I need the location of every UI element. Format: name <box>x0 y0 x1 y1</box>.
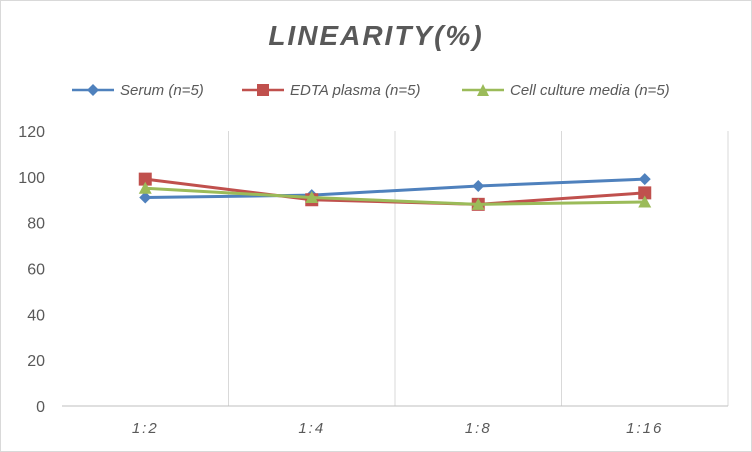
chart-legend: Serum (n=5) EDTA plasma (n=5) Cell cultu… <box>0 78 752 102</box>
data-point-marker <box>138 181 152 194</box>
y-tick-label: 100 <box>18 170 45 187</box>
series-line-0 <box>145 177 645 199</box>
y-tick-label: 0 <box>36 399 45 416</box>
data-point-marker <box>138 172 152 186</box>
x-tick-label: 1:16 <box>626 420 663 437</box>
y-tick-label: 40 <box>27 307 45 324</box>
x-tick-label: 1:2 <box>132 420 159 437</box>
x-tick-label: 1:4 <box>298 420 325 437</box>
data-point-marker <box>638 186 652 200</box>
series-line-2 <box>145 186 645 206</box>
legend-label-cell-culture-media: Cell culture media (n=5) <box>510 81 670 99</box>
legend-item-cell-culture-media: Cell culture media (n=5) <box>462 78 670 102</box>
y-tick-label: 20 <box>27 353 45 370</box>
data-point-marker <box>638 173 651 186</box>
data-point-marker <box>139 191 152 204</box>
y-tick-label: 120 <box>18 124 45 141</box>
data-point-marker <box>305 190 319 203</box>
legend-item-edta-plasma: EDTA plasma (n=5) <box>242 78 420 102</box>
data-point-marker <box>472 180 485 192</box>
y-tick-label: 60 <box>27 262 45 279</box>
legend-swatch-edta-plasma <box>242 84 284 96</box>
chart-title: LINEARITY(%) <box>268 20 484 51</box>
legend-swatch-cell-culture-media <box>462 84 504 96</box>
y-tick-label: 80 <box>27 216 45 233</box>
legend-label-serum: Serum (n=5) <box>120 81 204 99</box>
data-point-marker <box>638 195 652 208</box>
x-tick-label: 1:8 <box>465 420 492 437</box>
legend-swatch-serum <box>72 84 114 96</box>
data-point-marker <box>471 197 485 210</box>
legend-item-serum: Serum (n=5) <box>72 78 204 102</box>
legend-label-edta-plasma: EDTA plasma (n=5) <box>290 81 421 99</box>
